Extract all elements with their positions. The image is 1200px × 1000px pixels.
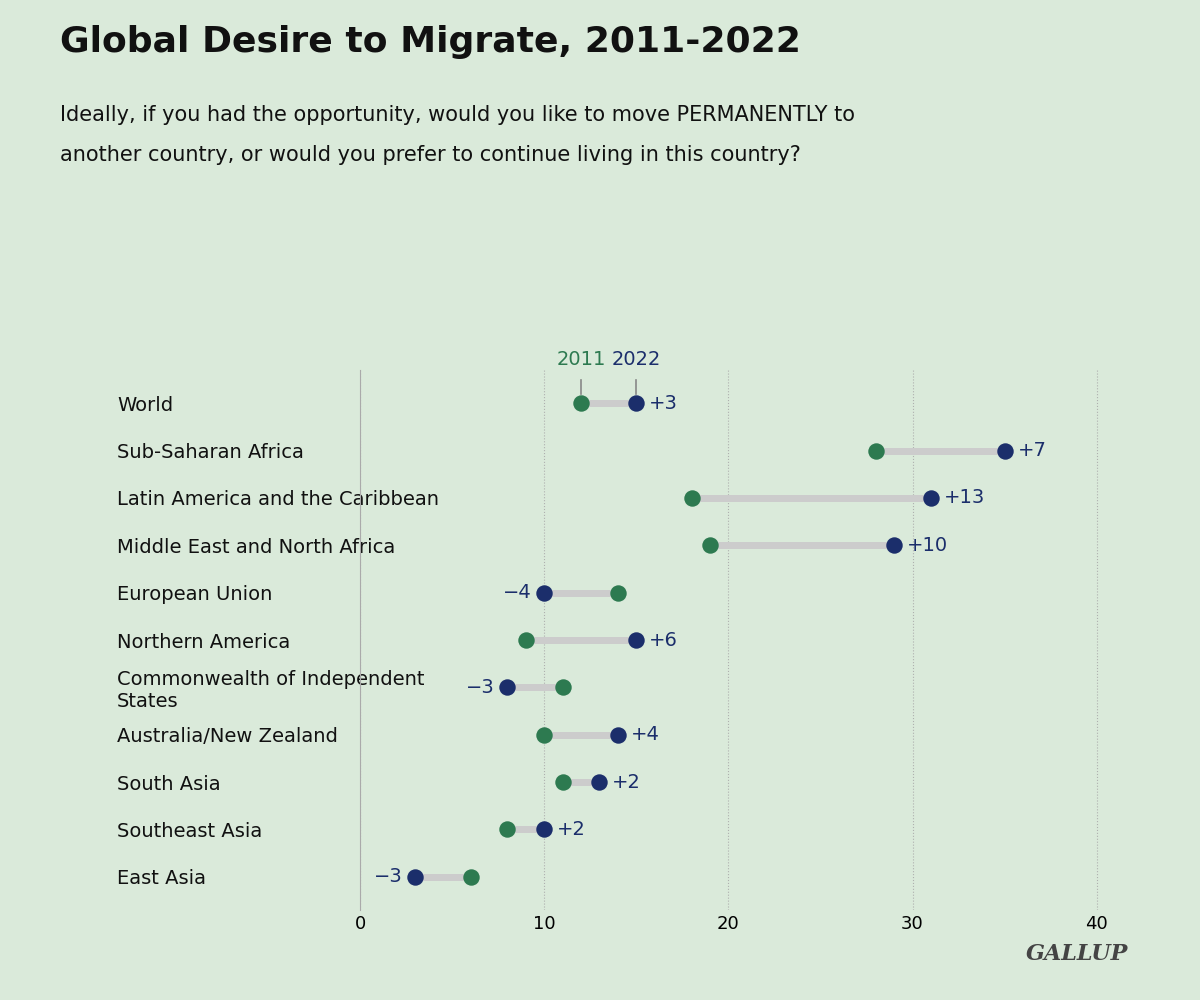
- Text: Global Desire to Migrate, 2011-2022: Global Desire to Migrate, 2011-2022: [60, 25, 800, 59]
- Point: [461, 869, 480, 885]
- Point: [590, 774, 610, 790]
- Point: [626, 395, 646, 411]
- Point: [516, 632, 535, 648]
- Point: [682, 490, 701, 506]
- Text: +4: +4: [631, 725, 660, 744]
- Point: [498, 821, 517, 837]
- Point: [866, 443, 886, 459]
- Point: [498, 679, 517, 695]
- Point: [884, 537, 904, 553]
- Point: [995, 443, 1014, 459]
- Text: +10: +10: [907, 536, 948, 555]
- Point: [534, 727, 553, 743]
- Point: [571, 395, 590, 411]
- Text: −3: −3: [466, 678, 494, 697]
- Point: [553, 774, 572, 790]
- Text: 2011: 2011: [557, 350, 606, 369]
- Text: 2022: 2022: [612, 350, 661, 369]
- Text: −3: −3: [373, 867, 402, 886]
- Text: +13: +13: [944, 488, 985, 507]
- Text: −4: −4: [503, 583, 532, 602]
- Point: [922, 490, 941, 506]
- Point: [553, 679, 572, 695]
- Point: [626, 632, 646, 648]
- Text: +2: +2: [557, 820, 586, 839]
- Text: another country, or would you prefer to continue living in this country?: another country, or would you prefer to …: [60, 145, 800, 165]
- Point: [534, 585, 553, 601]
- Text: Ideally, if you had the opportunity, would you like to move PERMANENTLY to: Ideally, if you had the opportunity, wou…: [60, 105, 854, 125]
- Point: [701, 537, 720, 553]
- Text: +3: +3: [649, 394, 678, 413]
- Point: [534, 821, 553, 837]
- Point: [406, 869, 425, 885]
- Text: +7: +7: [1018, 441, 1046, 460]
- Text: GALLUP: GALLUP: [1026, 943, 1128, 965]
- Point: [608, 727, 628, 743]
- Point: [608, 585, 628, 601]
- Text: +6: +6: [649, 631, 678, 650]
- Text: +2: +2: [612, 773, 641, 792]
